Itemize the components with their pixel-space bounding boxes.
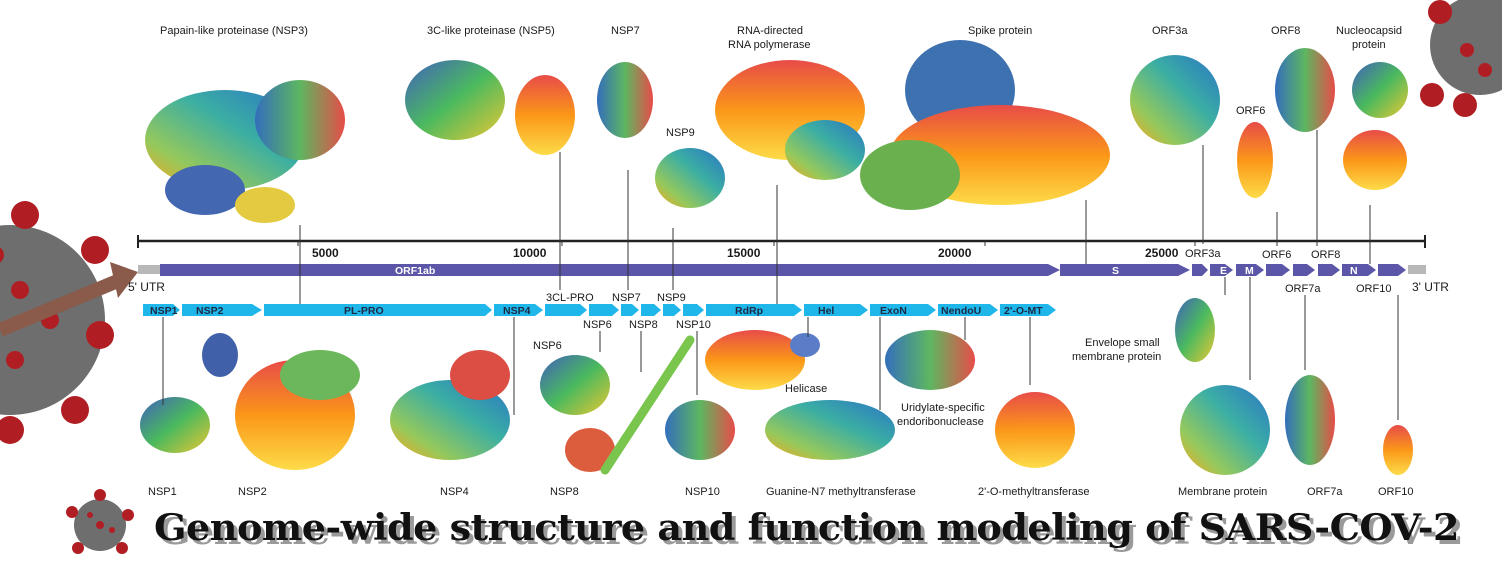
label-orf8: ORF8 xyxy=(1311,249,1340,261)
label-uridylate-2: endoribonuclease xyxy=(897,416,984,428)
label-orf3a: ORF3a xyxy=(1185,248,1221,260)
label-orf10: ORF10 xyxy=(1356,283,1391,295)
label-nsp9-top: NSP9 xyxy=(666,127,695,139)
label-helicase: Helicase xyxy=(785,383,827,395)
omt-structure xyxy=(995,392,1075,468)
nsp4-structure xyxy=(390,350,510,460)
label-uridylate-1: Uridylate-specific xyxy=(901,402,985,414)
segment-orf1ab: ORF1ab xyxy=(395,265,435,277)
virus-small-icon xyxy=(66,489,134,554)
segment-s: S xyxy=(1112,265,1119,277)
title-shadow: Genome-wide structure and function model… xyxy=(158,511,1463,553)
label-orf7a-bottom: ORF7a xyxy=(1307,486,1343,498)
orf8-structure xyxy=(1275,48,1335,132)
nsp-segment-nendou: NendoU xyxy=(941,305,981,317)
protein-structures xyxy=(140,40,1413,475)
nsp3-structure xyxy=(145,80,345,223)
nsp10-structure xyxy=(665,400,735,460)
nsp9-structure xyxy=(655,148,725,208)
nsp7-structure xyxy=(597,62,653,138)
orf7a-structure xyxy=(1285,375,1335,465)
label-nsp1-bottom: NSP1 xyxy=(148,486,177,498)
nsp-segment-exon: ExoN xyxy=(880,305,907,317)
nsp-segment-nsp1: NSP1 xyxy=(150,305,178,317)
tick-label: 20000 xyxy=(938,246,972,260)
label-orf7a: ORF7a xyxy=(1285,283,1321,295)
label-orf10-bottom: ORF10 xyxy=(1378,486,1413,498)
label-nsp9: NSP9 xyxy=(657,292,686,304)
nsp-segment-rdrp: RdRp xyxy=(735,305,763,317)
nsp-segment-hel: Hel xyxy=(818,305,834,317)
nsp-bar: NSP1 NSP2 PL-PRO NSP4 RdRp Hel ExoN Nend… xyxy=(143,304,1056,317)
membrane-structure xyxy=(1180,385,1270,475)
tick-label: 25000 xyxy=(1145,246,1179,260)
utr-3: 3' UTR xyxy=(1412,280,1449,294)
label-orf8-top: ORF8 xyxy=(1271,25,1300,37)
nsp6-structure xyxy=(540,355,610,415)
label-nsp3: Papain-like proteinase (NSP3) xyxy=(160,25,308,37)
label-envelope-1: Envelope small xyxy=(1085,337,1160,349)
tick-label: 10000 xyxy=(513,246,547,260)
label-rdrp-2: RNA polymerase xyxy=(728,39,811,51)
title-text: Genome-wide structure and function model… xyxy=(154,507,1459,549)
label-envelope-2: membrane protein xyxy=(1072,351,1161,363)
label-nsp10: NSP10 xyxy=(676,319,711,331)
label-nsp2-bottom: NSP2 xyxy=(238,486,267,498)
genome-axis: 5000 10000 15000 20000 25000 xyxy=(137,235,1426,260)
label-nsp7-top: NSP7 xyxy=(611,25,640,37)
nsp5-structure xyxy=(405,60,575,155)
label-spike: Spike protein xyxy=(968,25,1032,37)
label-nsp10-bottom: NSP10 xyxy=(685,486,720,498)
orf-bar: ORF1ab S E M N xyxy=(138,264,1426,277)
tick-label: 5000 xyxy=(312,246,339,260)
connector-lines xyxy=(162,130,1399,420)
spike-structure xyxy=(860,40,1110,210)
label-membrane: Membrane protein xyxy=(1178,486,1267,498)
label-nsp6: NSP6 xyxy=(583,319,612,331)
label-orf6: ORF6 xyxy=(1262,249,1291,261)
nsp-segment-nsp4: NSP4 xyxy=(503,305,531,317)
tick-label: 15000 xyxy=(727,246,761,260)
helicase-structure xyxy=(705,330,820,390)
page-title: Genome-wide structure and function model… xyxy=(154,507,1464,553)
utr-5: 5' UTR xyxy=(128,280,165,294)
rdrp-structure xyxy=(715,60,865,180)
virus-left-icon xyxy=(0,201,138,444)
nsp-segment-plpro: PL-PRO xyxy=(344,305,384,317)
orf10-structure xyxy=(1383,425,1413,475)
label-nucleocapsid-2: protein xyxy=(1352,39,1386,51)
envelope-structure xyxy=(1175,298,1215,362)
label-omt: 2'-O-methyltransferase xyxy=(978,486,1090,498)
nucleocapsid-structure xyxy=(1343,62,1408,190)
label-nsp8: NSP8 xyxy=(629,319,658,331)
nsp-segment-nsp2: NSP2 xyxy=(196,305,224,317)
virus-right-icon xyxy=(1420,0,1502,117)
segment-n: N xyxy=(1350,265,1358,277)
nsp2-structure xyxy=(202,333,360,470)
uridylate-structure xyxy=(885,330,975,390)
nsp-segment-2omt: 2'-O-MT xyxy=(1004,305,1043,317)
segment-m: M xyxy=(1245,265,1254,277)
orf3a-structure xyxy=(1130,55,1220,145)
label-rdrp-1: RNA-directed xyxy=(737,25,803,37)
label-nucleocapsid-1: Nucleocapsid xyxy=(1336,25,1402,37)
label-nsp5: 3C-like proteinase (NSP5) xyxy=(427,25,555,37)
nsp1-structure xyxy=(140,397,210,453)
label-orf3a-top: ORF3a xyxy=(1152,25,1188,37)
label-nsp6-structure: NSP6 xyxy=(533,340,562,352)
nsp8-structure xyxy=(565,335,695,475)
label-nsp7: NSP7 xyxy=(612,292,641,304)
label-nsp4-bottom: NSP4 xyxy=(440,486,469,498)
orf6-structure xyxy=(1237,122,1273,198)
segment-e: E xyxy=(1220,265,1227,277)
label-nsp8-bottom: NSP8 xyxy=(550,486,579,498)
label-guanine: Guanine-N7 methyltransferase xyxy=(766,486,916,498)
label-orf6-top: ORF6 xyxy=(1236,105,1265,117)
label-3clpro: 3CL-PRO xyxy=(546,292,594,304)
guanine-structure xyxy=(765,400,895,460)
